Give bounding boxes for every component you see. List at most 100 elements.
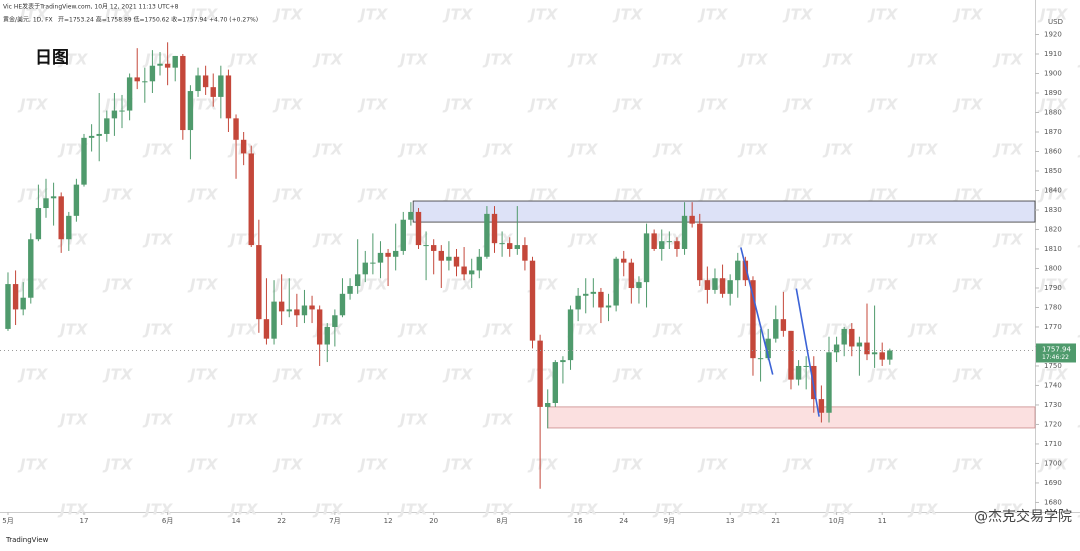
candle-body xyxy=(841,328,847,345)
y-tick-label: 1920 xyxy=(1044,31,1062,39)
y-tick-label: 1770 xyxy=(1044,323,1062,331)
symbol: 黄金/美元, 1D, FX xyxy=(3,16,53,24)
watermark: JTX xyxy=(272,276,304,294)
candle-body xyxy=(583,293,589,296)
candle-body xyxy=(73,184,80,216)
watermark: JTX xyxy=(357,366,389,384)
candle-body xyxy=(354,274,361,287)
candle-body xyxy=(598,291,604,308)
watermark: JTX xyxy=(612,456,644,474)
watermark: JTX xyxy=(442,276,474,294)
y-tick-label: 1900 xyxy=(1044,70,1062,78)
watermark: JTX xyxy=(442,96,474,114)
watermark: JTX xyxy=(102,366,134,384)
price-zone xyxy=(547,406,1036,429)
candle-body xyxy=(484,213,490,257)
watermark: JTX xyxy=(17,366,49,384)
watermark: JTX xyxy=(782,456,814,474)
y-tick-label: 1890 xyxy=(1044,89,1062,97)
x-tick-label: 21 xyxy=(771,517,780,525)
y-tick-label: 1840 xyxy=(1044,186,1062,194)
watermark: JTX xyxy=(17,6,49,24)
candle-body xyxy=(96,133,102,136)
candle-body xyxy=(468,270,475,275)
watermark: JTX xyxy=(17,456,49,474)
candle-body xyxy=(856,342,863,347)
candle-body xyxy=(453,256,460,267)
watermark: JTX xyxy=(697,456,729,474)
x-tick-label: 9月 xyxy=(664,517,675,525)
y-tick-label: 1740 xyxy=(1044,381,1062,389)
candle-body xyxy=(780,319,787,331)
watermark: JTX xyxy=(992,501,1024,519)
last-price-box xyxy=(1036,343,1076,363)
watermark: JTX xyxy=(17,96,49,114)
y-tick-label: 1820 xyxy=(1044,225,1062,233)
candle-body xyxy=(507,243,513,249)
watermark: JTX xyxy=(907,231,939,249)
candle-body xyxy=(66,215,72,240)
watermark: JTX xyxy=(612,186,644,204)
watermark: JTX xyxy=(312,141,344,159)
watermark: JTX xyxy=(782,186,814,204)
candle-body xyxy=(286,309,292,312)
watermark: JTX xyxy=(822,51,854,69)
watermark: JTX xyxy=(1037,96,1069,114)
currency: USD xyxy=(1048,18,1063,26)
watermark: JTX xyxy=(737,501,769,519)
candle-body xyxy=(248,153,254,246)
watermark: JTX xyxy=(652,501,684,519)
last-price-label: 1757.94 xyxy=(1042,345,1071,353)
candle-body xyxy=(788,330,794,380)
candle-body xyxy=(187,91,194,131)
y-tick-label: 1690 xyxy=(1044,479,1062,487)
candle-body xyxy=(742,260,749,281)
watermark: JTX xyxy=(142,321,174,339)
watermark: JTX xyxy=(272,6,304,24)
watermark: JTX xyxy=(397,51,429,69)
watermark: JTX xyxy=(527,456,559,474)
candle-body xyxy=(43,198,49,209)
candle-body xyxy=(765,338,771,359)
watermark: JTX xyxy=(867,366,899,384)
candle-body xyxy=(28,239,34,298)
candle-body xyxy=(195,75,201,92)
candle-body xyxy=(370,262,376,264)
watermark: JTX xyxy=(567,501,599,519)
watermark: JTX xyxy=(907,51,939,69)
candle-body xyxy=(119,110,125,112)
watermark: JTX xyxy=(782,276,814,294)
watermark: JTX xyxy=(397,321,429,339)
x-tick-label: 10月 xyxy=(829,517,845,525)
watermark: JTX xyxy=(312,411,344,429)
watermark: JTX xyxy=(1037,456,1069,474)
x-tick-label: 6月 xyxy=(162,517,173,525)
y-tick-label: 1750 xyxy=(1044,362,1062,370)
candle-body xyxy=(134,77,140,82)
watermark: JTX xyxy=(102,456,134,474)
candle-body xyxy=(180,55,186,131)
x-tick-label: 11 xyxy=(878,517,887,525)
watermark: JTX xyxy=(102,6,134,24)
candle-body xyxy=(392,250,399,257)
candle-body xyxy=(218,75,224,97)
footer-logo: TradingView xyxy=(5,536,49,544)
watermark: JTX xyxy=(567,141,599,159)
watermark: JTX xyxy=(782,96,814,114)
watermark: JTX xyxy=(822,231,854,249)
candle-body xyxy=(757,358,764,360)
candle-body xyxy=(271,301,277,339)
candle-body xyxy=(590,291,597,294)
watermark: JTX xyxy=(737,141,769,159)
candle-body xyxy=(58,196,64,240)
watermark: JTX xyxy=(697,96,729,114)
watermark: JTX xyxy=(102,96,134,114)
footer-credit: @杰克交易学院 xyxy=(974,508,1072,525)
candle-body xyxy=(225,75,232,119)
y-tick-label: 1730 xyxy=(1044,401,1062,409)
watermark: JTX xyxy=(187,456,219,474)
candle-body xyxy=(674,241,680,249)
watermark: JTX xyxy=(312,51,344,69)
candle-body xyxy=(324,326,330,345)
